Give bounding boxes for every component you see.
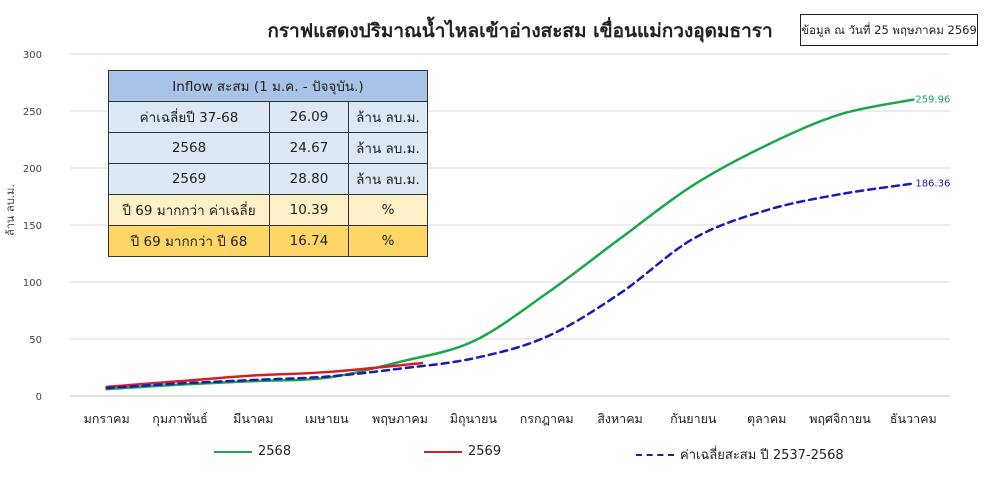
legend-swatch [214, 450, 252, 453]
x-tick-label: กุมภาพันธ์ [152, 411, 207, 427]
y-tick-label: 250 [23, 107, 42, 118]
x-tick-label: มิถุนายน [450, 411, 498, 427]
row-label: ปี 69 มากกว่า ค่าเฉลี่ย [108, 194, 270, 226]
data-point [692, 237, 694, 239]
x-tick-label: กันยายน [670, 411, 717, 426]
data-point [252, 379, 254, 381]
x-tick-label: มกราคม [84, 411, 130, 426]
y-axis-label: ล้าน ลบ.ม. [4, 184, 17, 236]
row-value: 10.39 [269, 194, 349, 226]
data-label: 259.96 [915, 95, 950, 106]
data-point [179, 382, 181, 384]
table-row: ปี 69 มากกว่า ค่าเฉลี่ย 10.39 % [108, 194, 428, 226]
table-row: ปี 69 มากกว่า ปี 68 16.74 % [108, 225, 428, 257]
data-point [179, 380, 181, 382]
legend-label: ค่าเฉลี่ยสะสม ปี 2537-2568 [680, 448, 844, 463]
legend-swatch [424, 450, 462, 453]
legend-item-average: ค่าเฉลี่ยสะสม ปี 2537-2568 [636, 444, 844, 464]
legend-item-2569: 2569 [424, 444, 501, 464]
data-point [839, 113, 841, 115]
data-point [252, 374, 254, 376]
data-point [421, 362, 423, 364]
data-point [619, 237, 621, 239]
data-point [619, 292, 621, 294]
data-point [912, 98, 914, 100]
chart-title: กราฟแสดงปริมาณน้ำไหลเข้าอ่างสะสม เขื่อนแ… [267, 20, 773, 42]
row-label: ค่าเฉลี่ยปี 37-68 [108, 101, 270, 133]
data-label: 186.36 [915, 179, 950, 190]
row-unit: ล้าน ลบ.ม. [348, 101, 428, 133]
legend-label: 2568 [258, 444, 292, 459]
x-tick-label: พฤศจิกายน [809, 411, 871, 426]
series-line-ค่าเฉลี่ยสะสม ปี 2537-2568 [105, 182, 915, 390]
y-tick-label: 300 [23, 50, 42, 61]
table-row: ค่าเฉลี่ยปี 37-68 26.09 ล้าน ลบ.ม. [108, 101, 428, 133]
data-point [765, 144, 767, 146]
row-unit: ล้าน ลบ.ม. [348, 163, 428, 195]
row-unit: % [348, 194, 428, 226]
data-point [472, 357, 474, 359]
row-value: 28.80 [269, 163, 349, 195]
y-tick-label: 50 [29, 335, 42, 346]
data-point [839, 193, 841, 195]
table-row: 2568 24.67 ล้าน ลบ.ม. [108, 132, 428, 164]
x-tick-label: สิงหาคม [597, 411, 643, 426]
y-tick-label: 200 [23, 164, 42, 175]
legend-item-2568: 2568 [214, 444, 291, 464]
y-tick-label: 0 [36, 392, 42, 403]
data-point [325, 375, 327, 377]
x-tick-label: มีนาคม [233, 411, 273, 426]
data-date-note: ข้อมูล ณ วันที่ 25 พฤษภาคม 2569 [800, 14, 978, 46]
data-point [545, 336, 547, 338]
data-point [545, 292, 547, 294]
data-point [399, 367, 401, 369]
data-point [692, 184, 694, 186]
data-point [912, 182, 914, 184]
table-header-row: Inflow สะสม (1 ม.ค. - ปัจจุบัน.) [108, 70, 428, 102]
y-tick-label: 100 [23, 278, 42, 289]
x-tick-label: เมษายน [305, 411, 349, 426]
x-tick-label: ธันวาคม [890, 411, 937, 426]
row-value: 26.09 [269, 101, 349, 133]
row-unit: ล้าน ลบ.ม. [348, 132, 428, 164]
row-label: ปี 69 มากกว่า ปี 68 [108, 225, 270, 257]
legend-swatch [636, 453, 674, 456]
x-tick-label: กรกฎาคม [520, 411, 574, 426]
data-point [765, 209, 767, 211]
legend-label: 2569 [468, 444, 502, 459]
row-value: 16.74 [269, 225, 349, 257]
x-tick-label: ตุลาคม [747, 411, 786, 427]
table-row: 2569 28.80 ล้าน ลบ.ม. [108, 163, 428, 195]
series-line-2569 [105, 361, 424, 389]
row-unit: % [348, 225, 428, 257]
x-tick-label: พฤษภาคม [372, 411, 428, 426]
row-value: 24.67 [269, 132, 349, 164]
data-point [105, 387, 107, 389]
table-header: Inflow สะสม (1 ม.ค. - ปัจจุบัน.) [108, 70, 428, 102]
y-tick-label: 150 [23, 221, 42, 232]
data-point [325, 371, 327, 373]
row-label: 2569 [108, 163, 270, 195]
data-point [472, 340, 474, 342]
data-point [399, 361, 401, 363]
row-label: 2568 [108, 132, 270, 164]
inflow-summary-table: Inflow สะสม (1 ม.ค. - ปัจจุบัน.) ค่าเฉลี… [108, 70, 428, 257]
